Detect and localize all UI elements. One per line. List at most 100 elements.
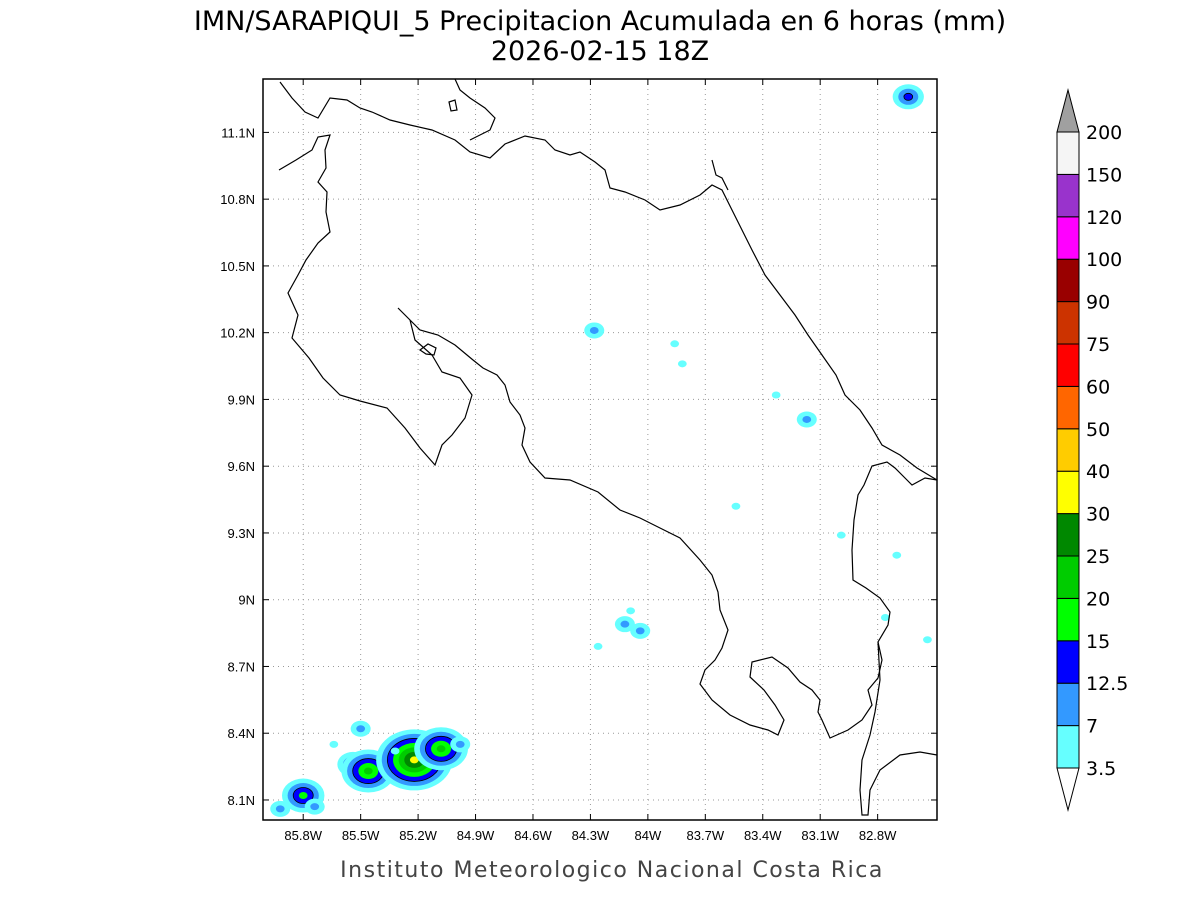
lat-tick-label: 8.7N <box>228 659 255 674</box>
precip-cell <box>670 340 680 348</box>
colorbar-label: 15 <box>1086 631 1110 653</box>
lon-tick-label: 85.5W <box>342 828 380 843</box>
lat-tick-label: 9N <box>238 593 255 608</box>
precip-cell <box>350 720 371 737</box>
precip-cell <box>414 727 468 771</box>
lat-tick-label: 10.2N <box>220 326 255 341</box>
precip-cell <box>677 360 687 368</box>
precip-cell <box>626 607 636 615</box>
lat-tick-label: 9.6N <box>228 459 255 474</box>
precip-contour <box>593 642 603 650</box>
precipitation-field <box>270 84 932 817</box>
colorbar-segment <box>1056 470 1080 515</box>
coastline-borders <box>278 78 938 816</box>
lat-tick-label: 11.1N <box>221 125 255 140</box>
precip-contour <box>390 747 400 755</box>
longitude-ticks: 85.8W 85.5W 85.2W 84.9W 84.6W 84.3W 84W 83.7W 83… <box>284 79 897 843</box>
credit-text: Instituto Meteorologico Nacional Costa R… <box>340 858 884 883</box>
precip-contour <box>626 607 636 615</box>
precip-contour <box>923 636 932 644</box>
colorbar-segment <box>1056 597 1080 642</box>
precip-cell <box>796 411 817 428</box>
precip-contour <box>436 745 446 753</box>
colorbar-label: 3.5 <box>1086 758 1116 780</box>
lon-tick-label: 84.9W <box>457 828 495 843</box>
precip-contour <box>771 391 781 399</box>
lat-tick-label: 8.1N <box>228 793 255 808</box>
lat-tick-label: 10.8N <box>220 192 255 207</box>
precip-cell <box>584 322 605 339</box>
precip-cell <box>892 84 924 110</box>
map-title: IMN/SARAPIQUI_5 Precipitacion Acumulada … <box>194 6 1006 37</box>
colorbar-label: 200 <box>1086 122 1122 144</box>
colorbar-label: 7 <box>1086 716 1098 738</box>
colorbar-under-arrow <box>1056 767 1080 812</box>
precip-cell <box>329 740 339 748</box>
lon-tick-label: 84.6W <box>514 828 552 843</box>
colorbar-label: 90 <box>1086 292 1110 314</box>
colorbar-label: 120 <box>1086 207 1122 229</box>
colorbar-segment <box>1056 640 1080 684</box>
lon-tick-label: 84.3W <box>572 828 610 843</box>
colorbar-segment <box>1056 682 1080 727</box>
precip-cell <box>450 736 471 753</box>
precip-cell <box>390 747 400 755</box>
lon-tick-label: 83.4W <box>744 828 782 843</box>
precip-cell <box>630 622 651 639</box>
island-outline <box>448 99 458 112</box>
precip-cell <box>836 531 846 539</box>
precip-contour <box>329 740 339 748</box>
lat-tick-label: 9.3N <box>228 526 255 541</box>
colorbar-label: 12.5 <box>1086 673 1128 695</box>
lon-tick-label: 85.2W <box>399 828 437 843</box>
colorbar-segment <box>1056 555 1080 599</box>
colorbar-label: 100 <box>1086 249 1122 271</box>
precip-contour <box>892 551 902 559</box>
colorbar-segment <box>1056 513 1080 557</box>
precip-contour <box>903 92 914 101</box>
nicaragua-border <box>454 78 496 141</box>
precip-contour <box>802 415 812 423</box>
precip-cell <box>270 800 291 817</box>
precip-contour <box>670 340 680 348</box>
precip-contour <box>836 531 846 539</box>
colorbar-segment <box>1056 343 1080 387</box>
colorbar-label: 20 <box>1086 588 1110 610</box>
lon-tick-label: 85.8W <box>284 828 322 843</box>
precip-contour <box>589 326 599 334</box>
precip-contour <box>356 725 366 733</box>
colorbar-label: 75 <box>1086 334 1110 356</box>
colorbar-segment <box>1056 173 1080 218</box>
precip-cell <box>614 616 635 633</box>
colorbar-segment <box>1056 385 1080 430</box>
lon-tick-label: 82.8W <box>859 828 897 843</box>
colorbar-segment <box>1056 216 1080 260</box>
precip-cells <box>270 84 932 817</box>
precip-cell <box>892 551 902 559</box>
lat-tick-label: 10.5N <box>220 259 255 274</box>
colorbar-label: 25 <box>1086 546 1110 568</box>
colorbar-segment <box>1056 428 1080 472</box>
precip-cell <box>304 798 325 815</box>
precip-cell <box>880 614 890 622</box>
colorbar-over-arrow <box>1056 88 1080 133</box>
precip-cell <box>923 636 932 644</box>
precip-contour <box>731 502 741 510</box>
precip-contour <box>310 803 320 811</box>
plot-background <box>263 79 937 820</box>
precip-cell <box>771 391 781 399</box>
precip-contour <box>363 767 373 775</box>
lat-tick-label: 9.9N <box>228 392 255 407</box>
lon-tick-label: 83.7W <box>687 828 725 843</box>
colorbar-label: 40 <box>1086 461 1110 483</box>
colorbar-label: 60 <box>1086 376 1110 398</box>
panama-coast <box>859 641 938 816</box>
colorbar-label: 30 <box>1086 504 1110 526</box>
precip-contour <box>275 805 285 813</box>
lat-tick-label: 8.4N <box>228 726 255 741</box>
colorbar-label: 50 <box>1086 419 1110 441</box>
colorbar: 3.5 7 12.5 15 20 25 30 40 50 60 75 90 100 120 150 200 <box>1056 88 1128 812</box>
precip-contour <box>455 740 465 748</box>
map-subtitle: 2026-02-15 18Z <box>491 36 709 67</box>
lake-outline <box>418 343 437 356</box>
